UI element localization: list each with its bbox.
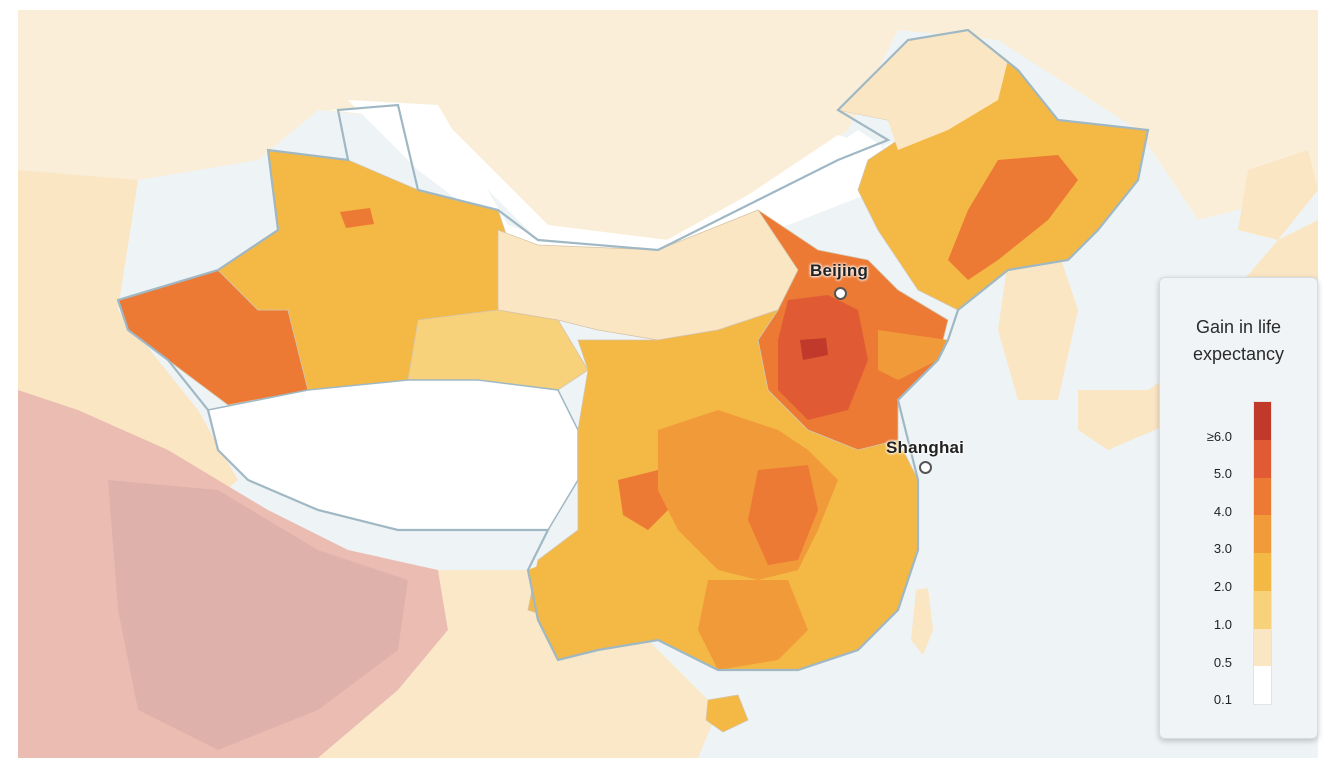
region-heilongjiang-hot — [948, 155, 1078, 280]
region-hebei-hot — [778, 295, 868, 420]
region-qinghai — [407, 309, 589, 391]
taiwan-land — [911, 588, 933, 655]
korea-land — [998, 250, 1078, 400]
legend-swatch — [1254, 666, 1271, 704]
city-label-shanghai: Shanghai — [886, 438, 965, 457]
region-hainan — [705, 694, 749, 733]
legend-color-scale — [1253, 401, 1272, 705]
legend-swatch — [1254, 553, 1271, 591]
india-haze-dark — [108, 480, 408, 750]
region-beijing-core — [800, 338, 828, 360]
legend-label: ≥6.0 — [1206, 429, 1232, 444]
legend-swatch — [1254, 628, 1271, 667]
beijing-marker-icon[interactable] — [834, 287, 847, 300]
legend-title: Gain in life expectancy — [1192, 317, 1285, 364]
legend-swatch — [1254, 590, 1271, 629]
region-guangdong — [698, 580, 808, 670]
japan-hokkaido — [1238, 150, 1318, 240]
legend-swatch — [1254, 477, 1271, 516]
legend-panel: Gain in life expectancy ≥6.0 5.0 4.0 3.0… — [1159, 277, 1318, 739]
legend-swatch — [1254, 515, 1271, 553]
legend-label: 4.0 — [1213, 504, 1232, 519]
legend-label: 0.5 — [1213, 655, 1232, 670]
map-canvas[interactable]: Beijing Shanghai — [18, 10, 1318, 758]
legend-swatch — [1254, 402, 1271, 440]
legend-label: 0.1 — [1213, 692, 1232, 707]
region-sichuan-hot — [618, 470, 668, 530]
region-yunnan — [528, 550, 638, 660]
legend-label: 3.0 — [1213, 541, 1232, 556]
legend-label: 2.0 — [1213, 579, 1232, 594]
legend-label: 1.0 — [1213, 617, 1232, 632]
city-label-beijing: Beijing — [810, 261, 869, 280]
region-xinjiang-spot — [340, 208, 374, 228]
region-shandong — [878, 330, 948, 380]
choropleth-map — [18, 10, 1318, 758]
region-northeast-pale — [838, 30, 1008, 150]
legend-swatch — [1254, 439, 1271, 478]
neighbor-land-north — [18, 10, 1318, 250]
region-hubei-hot — [748, 465, 818, 565]
shanghai-marker-icon[interactable] — [919, 461, 932, 474]
region-southeast — [808, 480, 918, 630]
china-outline — [116, 28, 1150, 672]
legend-label: 5.0 — [1213, 466, 1232, 481]
